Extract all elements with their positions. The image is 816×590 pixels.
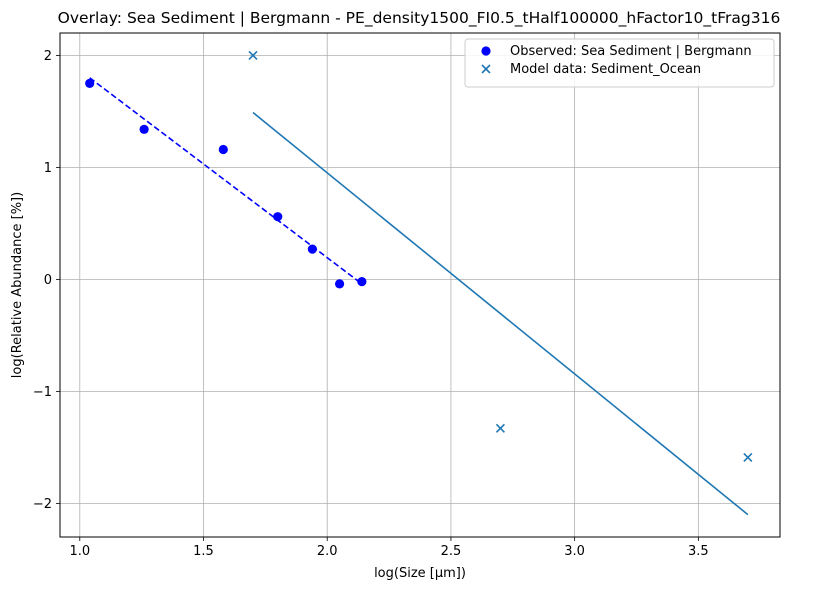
x-axis-ticks: 1.0 1.5 2.0 2.5 3.0 3.5 [69, 537, 709, 559]
y-axis-ticks: −2 −1 0 1 2 [33, 49, 60, 512]
x-marker-stroke [743, 452, 753, 463]
x-marker-stroke [495, 423, 505, 433]
y-tick-label: −1 [33, 385, 52, 400]
observed-point [218, 144, 228, 155]
x-tick-label: 3.0 [564, 544, 585, 559]
legend-box [464, 38, 775, 88]
model-point [248, 50, 258, 60]
x-axis-label: log(Size [μm]) [374, 566, 466, 581]
model-fit-line [252, 111, 749, 516]
x-tick-label: 1.5 [193, 544, 214, 559]
x-tick-label: 1.0 [69, 544, 90, 559]
y-tick-label: 2 [44, 49, 52, 64]
x-tick-label: 2.5 [441, 544, 462, 559]
y-axis-label: log(Relative Abundance [%]) [10, 192, 25, 378]
legend-label: Model data: Sediment_Ocean [510, 62, 701, 77]
observed-point [307, 244, 317, 254]
model-point [743, 452, 753, 463]
observed-point [357, 277, 367, 287]
grid [60, 33, 780, 537]
model-point [495, 423, 505, 433]
observed-point [85, 78, 95, 88]
x-marker-stroke [481, 64, 491, 74]
y-tick-label: 1 [44, 161, 52, 176]
x-tick-label: 2.0 [317, 544, 338, 559]
x-marker-stroke [248, 50, 258, 60]
chart-title: Overlay: Sea Sediment | Bergmann - PE_de… [58, 9, 781, 28]
legend-label: Observed: Sea Sediment | Bergmann [510, 44, 752, 59]
observed-point [334, 279, 345, 289]
plot-frame [59, 32, 781, 538]
y-tick-label: −2 [33, 497, 52, 512]
observed-point [273, 212, 283, 222]
y-tick-label: 0 [44, 273, 52, 288]
legend-marker [481, 64, 491, 74]
x-tick-label: 3.5 [688, 544, 709, 559]
legend-marker [481, 46, 491, 56]
observed-point [139, 124, 149, 134]
data-points [85, 50, 753, 463]
legend: Observed: Sea Sediment | Bergmann Model d… [464, 38, 775, 88]
